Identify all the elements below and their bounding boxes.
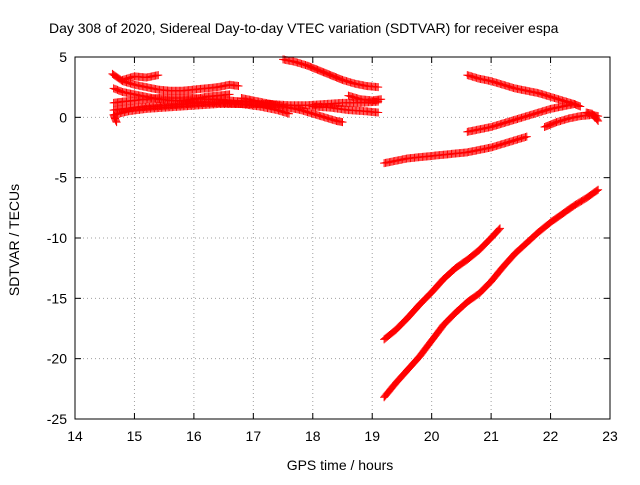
x-tick-label: 16 bbox=[186, 428, 202, 444]
series-track-10 bbox=[308, 102, 383, 117]
y-tick-label: -20 bbox=[47, 351, 67, 367]
x-tick-label: 14 bbox=[67, 428, 83, 444]
data-point-marker bbox=[377, 95, 386, 104]
x-tick-label: 18 bbox=[305, 428, 321, 444]
data-point-marker bbox=[374, 83, 383, 92]
series-track-9 bbox=[279, 55, 383, 92]
data-point-marker bbox=[494, 226, 503, 235]
series-track-1 bbox=[108, 69, 243, 95]
series-track-3 bbox=[109, 94, 258, 107]
x-tick-label: 20 bbox=[424, 428, 440, 444]
series-track-18 bbox=[380, 185, 603, 402]
y-tick-label: -5 bbox=[55, 170, 68, 186]
x-tick-label: 21 bbox=[483, 428, 499, 444]
series-track-8 bbox=[237, 94, 347, 127]
data-point-marker bbox=[154, 71, 163, 80]
y-tick-label: -15 bbox=[47, 290, 67, 306]
data-point-marker bbox=[592, 114, 601, 123]
series-track-13 bbox=[463, 100, 579, 136]
series-track-7 bbox=[109, 110, 121, 127]
data-point-marker bbox=[112, 116, 121, 125]
series-track-6 bbox=[118, 71, 163, 84]
series-track-17 bbox=[380, 224, 505, 344]
data-point-marker bbox=[234, 81, 243, 90]
data-point-marker bbox=[593, 115, 602, 124]
data-point-marker bbox=[374, 108, 383, 117]
chart-title: Day 308 of 2020, Sidereal Day-to-day VTE… bbox=[49, 20, 559, 36]
data-point-marker bbox=[591, 187, 600, 196]
x-tick-label: 19 bbox=[364, 428, 380, 444]
data-point-marker bbox=[495, 225, 504, 234]
data-point-marker bbox=[594, 116, 603, 125]
data-point-marker bbox=[593, 186, 602, 195]
x-tick-label: 15 bbox=[127, 428, 143, 444]
data-point-marker bbox=[338, 118, 347, 127]
data-markers bbox=[108, 55, 603, 402]
y-tick-label: -25 bbox=[47, 411, 67, 427]
y-tick-label: -10 bbox=[47, 230, 67, 246]
y-tick-label: 5 bbox=[59, 49, 67, 65]
y-axis-label: SDTVAR / TECUs bbox=[6, 184, 22, 296]
x-tick-label: 22 bbox=[543, 428, 559, 444]
y-tick-label: 0 bbox=[59, 109, 67, 125]
axis-ticks: 14 15 16 17 18 19 20 21 22 23 -25 -20 -15 -10 -5 0 5 bbox=[47, 49, 618, 444]
series-track-11 bbox=[344, 91, 386, 105]
data-point-marker bbox=[496, 224, 505, 233]
data-point-marker bbox=[576, 102, 585, 111]
series-track-16 bbox=[582, 108, 603, 125]
series-track-14 bbox=[463, 71, 585, 111]
x-axis-label: GPS time / hours bbox=[287, 457, 394, 473]
data-point-marker bbox=[112, 118, 121, 127]
data-point-marker bbox=[522, 132, 531, 141]
x-tick-label: 23 bbox=[602, 428, 618, 444]
series-track-12 bbox=[380, 132, 531, 168]
x-tick-label: 17 bbox=[246, 428, 262, 444]
data-point-marker bbox=[594, 185, 603, 194]
